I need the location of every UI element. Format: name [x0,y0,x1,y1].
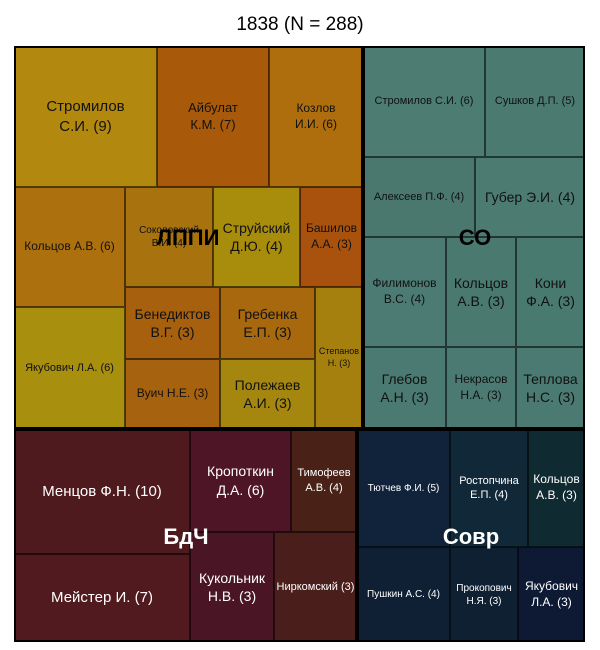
treemap-tile: Алексеев П.Ф. (4) [363,157,475,237]
treemap-tile: Кропоткин Д.А. (6) [190,429,291,532]
treemap-tile: Менцов Ф.Н. (10) [14,429,190,554]
treemap-tile: Теплова Н.С. (3) [516,347,585,429]
treemap-tile: Некрасов Н.А. (3) [446,347,516,429]
treemap-tile: Филимонов В.С. (4) [363,237,446,347]
chart-title: 1838 (N = 288) [236,14,364,35]
treemap-tile: Стромилов С.И. (6) [363,46,485,157]
treemap-tile: Кольцов А.В. (3) [528,429,585,547]
treemap-tile: Пушкин А.С. (4) [357,547,450,642]
treemap-tile: Гребенка Е.П. (3) [220,287,315,359]
treemap-tile: Глебов А.Н. (3) [363,347,446,429]
treemap-tile: Якубович Л.А. (6) [14,307,125,429]
treemap-tile: Мейстер И. (7) [14,554,190,642]
treemap-group-label: Совр [442,524,500,549]
treemap-group-label: ЛППИ [156,225,220,250]
treemap-tile: Башилов А.А. (3) [300,187,363,287]
treemap-tile: Кукольник Н.В. (3) [190,532,274,642]
treemap-tile: Ниркомский (3) [274,532,357,642]
treemap-tile: Кольцов А.В. (3) [446,237,516,347]
treemap-tile: Якубович Л.А. (3) [518,547,585,642]
treemap-group-label: СО [458,225,492,250]
treemap-tile: Тютчев Ф.И. (5) [357,429,450,547]
treemap-tile: Полежаев А.И. (3) [220,359,315,429]
treemap-tile: Ростопчина Е.П. (4) [450,429,528,547]
treemap-tile: Прокопович Н.Я. (3) [450,547,518,642]
treemap-tile: Кони Ф.А. (3) [516,237,585,347]
treemap-tile: Кольцов А.В. (6) [14,187,125,307]
treemap-tile: Айбулат К.М. (7) [157,46,269,187]
treemap-tile: Соколовский В.И. (4) [125,187,213,287]
treemap-tile: Бенедиктов В.Г. (3) [125,287,220,359]
treemap-tile: Тимофеев А.В. (4) [291,429,357,532]
treemap-group-label: БдЧ [163,524,209,549]
treemap-tile: Степанов Н. (3) [315,287,363,429]
treemap-tile: Сушков Д.П. (5) [485,46,585,157]
treemap-tile: Губер Э.И. (4) [475,157,585,237]
treemap-tile: Стромилов С.И. (9) [14,46,157,187]
treemap-tile: Струйский Д.Ю. (4) [213,187,300,287]
treemap-tile: Козлов И.И. (6) [269,46,363,187]
treemap-tile: Вуич Н.Е. (3) [125,359,220,429]
